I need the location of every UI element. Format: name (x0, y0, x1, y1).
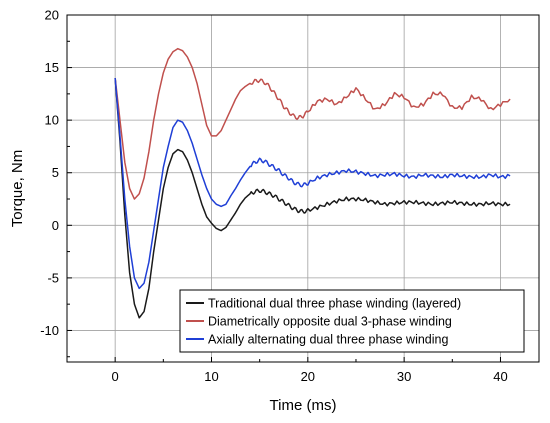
x-tick-label: 30 (397, 369, 411, 384)
series-lines (114, 47, 511, 319)
series-line-axially-alternating (114, 78, 511, 290)
series-line-diametrically-opposite (114, 47, 511, 200)
legend-label-diametrically-opposite: Diametrically opposite dual 3-phase wind… (208, 315, 452, 329)
legend-label-traditional: Traditional dual three phase winding (la… (208, 297, 461, 311)
y-tick-label: 15 (45, 60, 59, 75)
x-tick-label: 0 (112, 369, 119, 384)
x-tick-labels: 0 10 20 30 40 (112, 369, 508, 384)
plot-frame (66, 14, 540, 363)
x-tick-label: 20 (301, 369, 315, 384)
series-line-traditional (114, 78, 511, 319)
x-axis-title: Time (ms) (270, 397, 337, 414)
x-tick-label: 10 (204, 369, 218, 384)
y-tick-labels: -10 -5 0 5 10 15 20 (40, 8, 59, 338)
axis-ticks (66, 14, 501, 362)
y-axis-title: Torque, Nm (9, 150, 26, 228)
y-tick-label: 10 (45, 113, 59, 128)
legend-label-axially-alternating: Axially alternating dual three phase win… (208, 333, 448, 347)
y-tick-label: 0 (52, 218, 59, 233)
x-tick-label: 40 (493, 369, 507, 384)
y-tick-label: 5 (52, 165, 59, 180)
y-tick-label: -5 (47, 270, 59, 285)
legend: Traditional dual three phase winding (la… (179, 289, 525, 353)
y-tick-label: -10 (40, 323, 59, 338)
y-tick-label: 20 (45, 8, 59, 23)
legend-box (179, 289, 525, 353)
